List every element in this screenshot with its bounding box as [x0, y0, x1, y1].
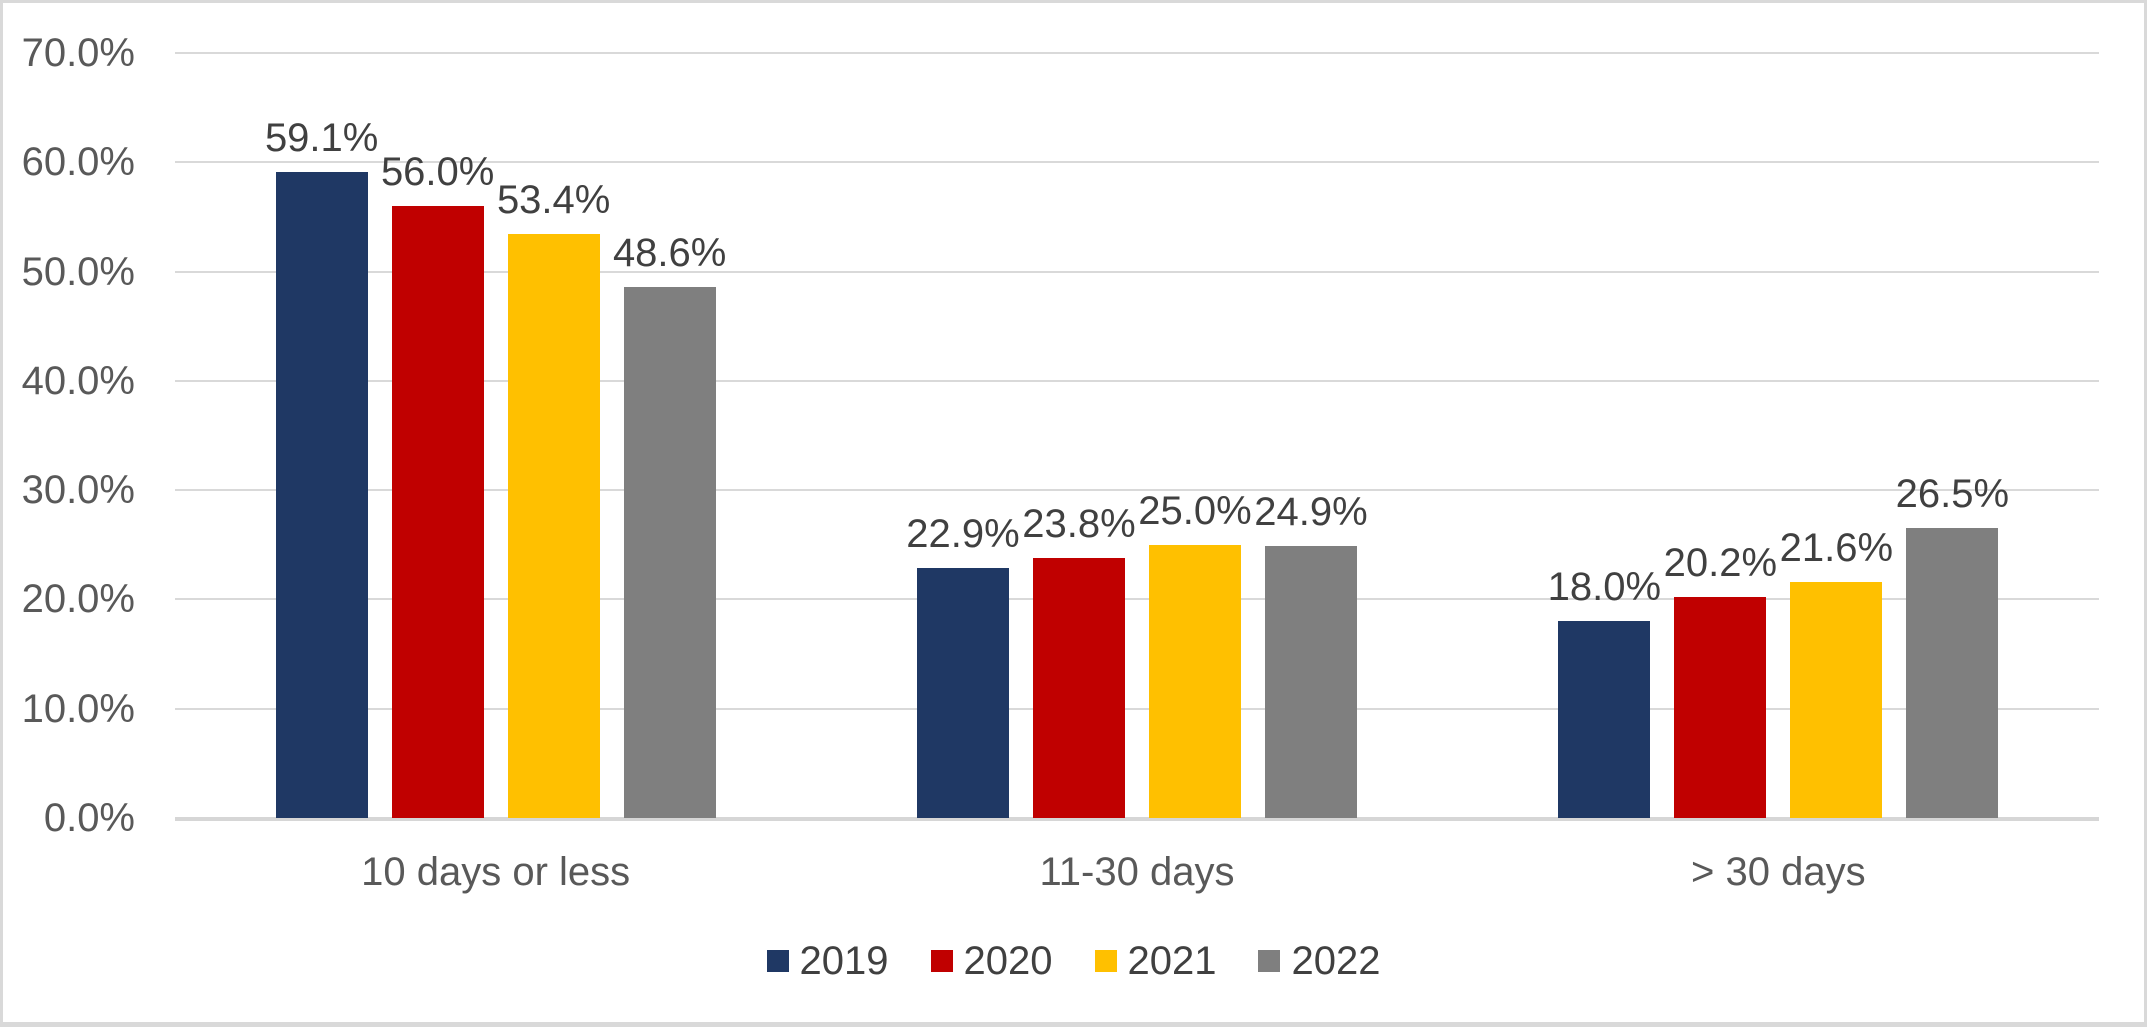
legend: 2019 2020 2021 2022: [3, 937, 2144, 985]
bar-2019-10-days-or-less: [275, 172, 368, 818]
legend-item-2019: 2019: [766, 937, 889, 985]
y-tick-label-20: 20.0%: [21, 577, 135, 622]
data-label-2022-11-30-days: 24.9%: [1254, 489, 1368, 534]
legend-label-2020: 2020: [963, 939, 1053, 983]
data-label-2019-11-30-days: 22.9%: [906, 511, 1020, 556]
gridline-50: [175, 270, 2099, 273]
y-tick-label-10: 10.0%: [21, 686, 135, 731]
data-label-2022-30-days: 26.5%: [1895, 472, 2010, 517]
bar-2022-10-days-or-less: [623, 286, 716, 818]
gridline-70: [175, 52, 2099, 54]
legend-swatch-2020: [930, 950, 953, 972]
legend-label-2019: 2019: [799, 939, 889, 983]
legend-item-2021: 2021: [1094, 937, 1217, 985]
y-tick-label-0: 0.0%: [43, 796, 135, 840]
y-tick-label-30: 30.0%: [21, 468, 135, 513]
bar-2021-11-30-days: [1149, 544, 1241, 818]
data-label-2020-11-30-days: 23.8%: [1022, 501, 1136, 546]
x-category-label-11-30-days: 11-30 days: [1039, 850, 1235, 894]
legend-label-2021: 2021: [1127, 939, 1217, 983]
legend-swatch-2022: [1258, 950, 1281, 972]
data-label-2020-30-days: 20.2%: [1663, 541, 1778, 586]
bar-2022-11-30-days: [1265, 545, 1357, 818]
data-label-2019-30-days: 18.0%: [1547, 565, 1662, 610]
legend-label-2022: 2022: [1291, 939, 1381, 983]
gridline-60: [175, 161, 2099, 164]
y-tick-label-70: 70.0%: [21, 31, 135, 75]
bar-2020-30-days: [1674, 597, 1767, 818]
bar-2019-11-30-days: [917, 567, 1009, 818]
gridline-10: [175, 707, 2099, 710]
y-tick-label-50: 50.0%: [21, 249, 135, 294]
data-label-2021-11-30-days: 25.0%: [1138, 488, 1252, 533]
y-tick-label-40: 40.0%: [21, 358, 135, 403]
bar-2022-30-days: [1906, 528, 1999, 818]
x-axis-line: [175, 817, 2099, 821]
data-label-2019-10-days-or-less: 59.1%: [264, 116, 379, 161]
y-tick-label-60: 60.0%: [21, 140, 135, 185]
x-category-label-10-days-or-less: 10 days or less: [361, 850, 631, 894]
gridline-20: [175, 598, 2099, 601]
data-label-2021-10-days-or-less: 53.4%: [496, 178, 611, 223]
legend-item-2020: 2020: [930, 937, 1053, 985]
bar-2020-10-days-or-less: [391, 206, 484, 818]
legend-swatch-2019: [766, 950, 789, 972]
data-label-2022-10-days-or-less: 48.6%: [612, 230, 727, 275]
bar-2021-10-days-or-less: [507, 234, 600, 818]
legend-item-2022: 2022: [1258, 937, 1380, 985]
bar-2021-30-days: [1790, 581, 1883, 818]
legend-swatch-2021: [1094, 950, 1117, 972]
data-label-2021-30-days: 21.6%: [1779, 525, 1894, 570]
gridline-30: [175, 489, 2099, 492]
x-category-label-30-days: > 30 days: [1691, 850, 1866, 894]
gridline-40: [175, 379, 2099, 382]
bar-2019-30-days: [1558, 621, 1651, 818]
bar-2020-11-30-days: [1033, 557, 1125, 818]
data-label-2020-10-days-or-less: 56.0%: [380, 150, 495, 194]
